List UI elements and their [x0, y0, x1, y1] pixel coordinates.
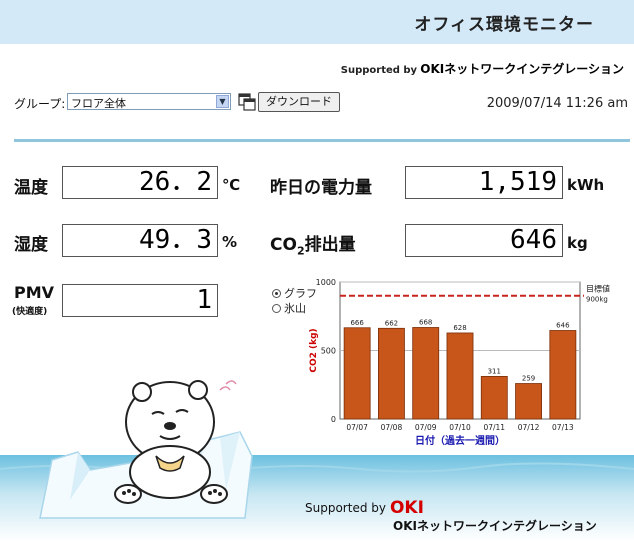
humidity-label: 湿度 — [14, 235, 48, 255]
temperature-value: 26．2 — [62, 166, 218, 199]
chart-bar — [515, 383, 543, 420]
y-axis-label: CO2 (kg) — [309, 328, 319, 372]
chart-bar — [412, 327, 440, 420]
supported-by-footer: Supported by OKI — [305, 498, 424, 518]
radio-iceberg[interactable]: 氷山 — [272, 300, 306, 316]
y-tick-label: 500 — [321, 347, 336, 356]
radio-iceberg-button[interactable] — [272, 304, 281, 313]
yesterday-power-unit: kWh — [567, 176, 605, 194]
group-select-value: フロア全体 — [71, 97, 126, 110]
chart-bar — [343, 327, 371, 420]
pmv-value: 1 — [62, 284, 218, 317]
bar-value-label: 662 — [385, 319, 398, 327]
bar-value-label: 311 — [488, 367, 501, 375]
pmv-sublabel: (快適度) — [12, 307, 48, 317]
x-tick-label: 07/12 — [518, 423, 540, 432]
humidity-unit: % — [222, 233, 238, 251]
polar-bear-icon — [114, 380, 237, 504]
co2-label-prefix: CO — [270, 235, 297, 255]
chart-bar — [446, 332, 474, 420]
group-label: グループ: — [14, 97, 66, 111]
pmv-label: PMV — [14, 283, 55, 302]
x-tick-label: 07/10 — [449, 423, 471, 432]
yesterday-power-label: 昨日の電力量 — [270, 178, 372, 198]
humidity-value: 49．3 — [62, 224, 218, 257]
bar-value-label: 259 — [522, 375, 535, 383]
oki-logo: OKI — [389, 498, 424, 518]
chart-bar — [480, 375, 508, 420]
co2-unit: kg — [567, 234, 588, 252]
target-label: 目標値 — [586, 284, 610, 294]
supported-by-footer-text: Supported by — [305, 501, 386, 515]
x-tick-label: 07/09 — [415, 423, 437, 432]
company-name-footer: OKIネットワークインテグレーション — [393, 519, 597, 533]
page-title: オフィス環境モニター — [414, 15, 594, 35]
x-tick-label: 07/11 — [483, 423, 505, 432]
chart-bar — [378, 327, 405, 420]
bar-value-label: 628 — [453, 324, 466, 332]
co2-label: CO2排出量 — [270, 230, 356, 257]
supported-by-text: Supported by — [340, 65, 418, 76]
x-tick-label: 07/07 — [346, 423, 368, 432]
bar-value-label: 668 — [419, 318, 432, 326]
copy-windows-icon[interactable] — [238, 93, 256, 111]
radio-iceberg-label: 氷山 — [284, 302, 306, 315]
x-tick-label: 07/13 — [552, 423, 574, 432]
header-bar — [0, 0, 634, 44]
temperature-unit: ℃ — [222, 176, 241, 194]
x-tick-label: 07/08 — [381, 423, 403, 432]
target-sublabel: 900kg — [586, 296, 608, 304]
chevron-down-icon[interactable]: ▼ — [216, 95, 229, 108]
supported-by-header: Supported by OKIネットワークインテグレーション — [341, 60, 624, 77]
bar-value-label: 666 — [350, 319, 364, 327]
y-tick-label: 1000 — [316, 278, 336, 287]
bar-value-label: 646 — [556, 321, 570, 329]
x-axis-label: 日付（過去一週間） — [415, 434, 505, 447]
y-tick-label: 0 — [331, 415, 336, 424]
co2-bar-chart: 0 500 1000 666 07/07 662 07/08 668 07/09 628 07/10… — [309, 278, 610, 447]
company-name: OKIネットワークインテグレーション — [420, 62, 624, 76]
co2-value: 646 — [405, 224, 563, 257]
radio-graph-label: グラフ — [284, 287, 317, 300]
download-button[interactable]: ダウンロード — [258, 92, 340, 112]
co2-label-subscript: 2 — [296, 244, 305, 258]
divider — [14, 139, 630, 142]
yesterday-power-value: 1,519 — [405, 166, 563, 199]
radio-graph-button[interactable] — [272, 289, 281, 298]
group-select[interactable]: フロア全体 ▼ — [67, 93, 231, 110]
polar-bear-scene — [39, 380, 253, 519]
radio-graph[interactable]: グラフ — [272, 285, 317, 301]
co2-label-suffix: 排出量 — [304, 235, 356, 255]
datetime-display: 2009/07/14 11:26 am — [486, 96, 628, 111]
temperature-label: 温度 — [14, 178, 48, 198]
chart-bar — [549, 330, 577, 420]
